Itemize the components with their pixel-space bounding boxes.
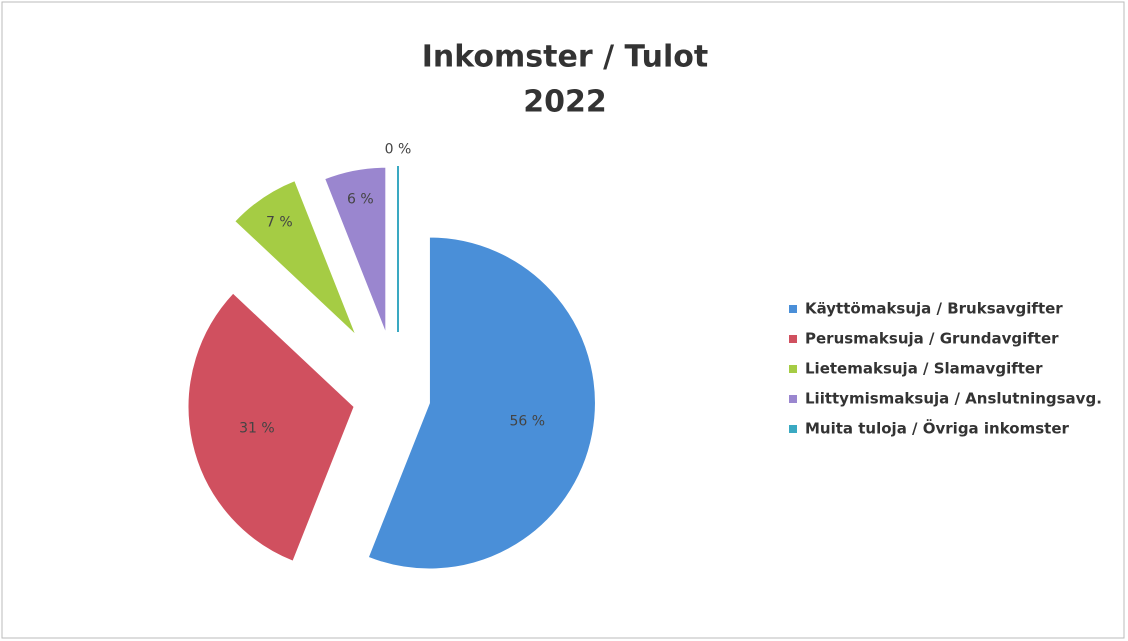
data-label: 0 % <box>385 141 412 157</box>
legend-label: Liittymismaksuja / Anslutningsavg. <box>805 390 1102 408</box>
legend-label: Lietemaksuja / Slamavgifter <box>805 360 1043 378</box>
legend-swatch <box>789 305 797 313</box>
pie-slice <box>367 236 596 570</box>
data-label: 6 % <box>347 191 374 207</box>
data-label: 31 % <box>239 421 275 437</box>
pie-slice <box>234 179 357 336</box>
legend-label: Käyttömaksuja / Bruksavgifter <box>805 300 1063 318</box>
legend-swatch <box>789 365 797 373</box>
legend-swatch <box>789 335 797 343</box>
pie-slice <box>324 166 387 334</box>
chart-subtitle: 2022 <box>523 85 607 120</box>
pie-slice <box>187 292 355 562</box>
legend-swatch <box>789 425 797 433</box>
chart-title: Inkomster / Tulot <box>422 40 708 75</box>
data-label: 7 % <box>266 214 293 230</box>
data-label: 56 % <box>509 414 545 430</box>
legend-label: Muita tuloja / Övriga inkomster <box>805 419 1069 438</box>
legend-swatch <box>789 395 797 403</box>
legend-label: Perusmaksuja / Grundavgifter <box>805 330 1059 348</box>
